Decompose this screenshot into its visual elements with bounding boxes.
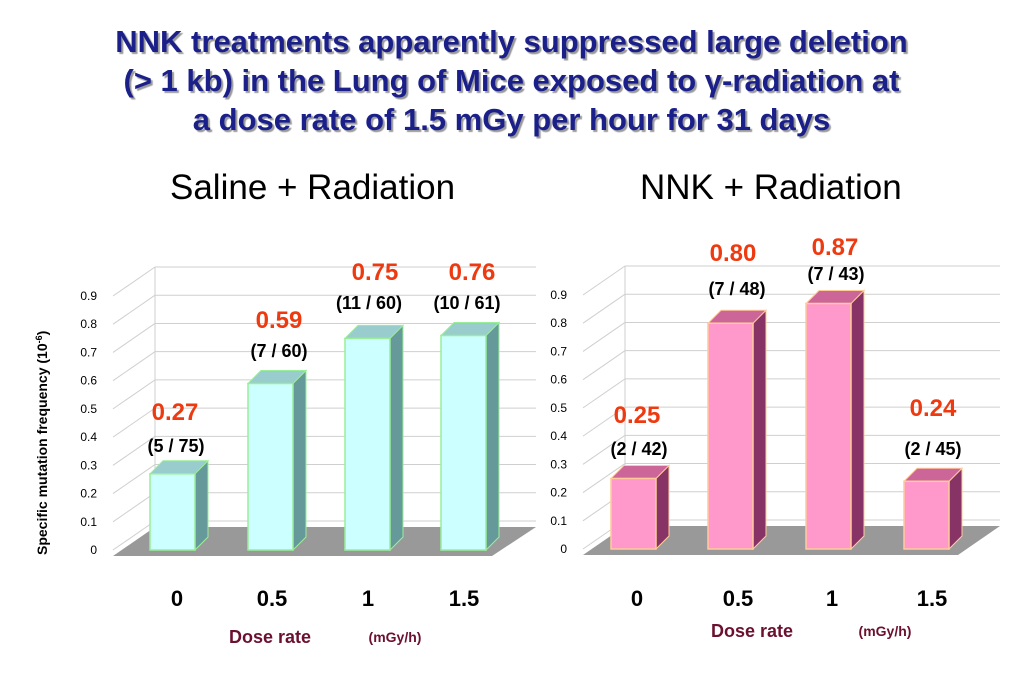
saline-y-tick-label: 0.5 [80,402,97,416]
nnk-bar-side [850,289,865,551]
saline-grid-diag [112,464,156,494]
nnk-y-tick-label: 0 [560,542,567,556]
saline-bar-side [194,459,209,552]
saline-grid-diag [112,323,156,353]
saline-x-tick-label: 0 [171,586,183,611]
saline-grid-diag [112,351,156,382]
nnk-chart-title: NNK + Radiation [640,168,902,207]
saline-chart-title: Saline + Radiation [170,168,456,207]
nnk-y-tick-label: 0.3 [550,457,567,471]
nnk-grid-diag [582,293,626,324]
nnk-floor [583,526,1000,555]
nnk-grid-diag [582,463,626,493]
saline-value-label: 0.59 [256,307,303,334]
saline-value-label: 0.75 [352,259,399,286]
nnk-y-tick-label: 0.9 [550,288,567,302]
nnk-grid-diag [582,406,626,437]
saline-y-tick-label: 0 [90,543,97,557]
nnk-grid-diag [582,434,626,465]
nnk-y-tick-label: 0.8 [550,316,567,330]
nnk-grid-diag [582,350,626,381]
saline-grid-diag [112,492,156,523]
saline-y-tick-label: 0.7 [80,345,97,359]
saline-y-tick-label: 0.3 [80,458,97,472]
nnk-bar-side [655,464,670,551]
saline-count-label: (5 / 75) [147,436,204,456]
saline-x-tick-label: 1.5 [449,586,480,611]
slide-title-line-2: (> 1 kb) in the Lung of Mice exposed to … [123,63,900,98]
saline-value-label: 0.76 [449,259,496,286]
nnk-count-label: (2 / 45) [904,439,961,459]
saline-grid-diag [112,435,156,466]
saline-bar [247,382,294,551]
nnk-y-tick-label: 0.1 [550,514,567,528]
nnk-count-label: (2 / 42) [610,439,667,459]
saline-grid-diag [112,266,156,297]
slide-title-line-1: NNK treatments apparently suppressed lar… [115,24,908,59]
saline-bar [149,473,196,551]
nnk-value-label: 0.80 [710,240,757,267]
slide-title: NNK treatments apparently suppressed lar… [0,22,1023,139]
nnk-x-tick-label: 1 [826,586,838,611]
saline-x-tick-label: 1 [362,586,374,611]
saline-grid-diag [112,520,156,551]
nnk-y-tick-label: 0.7 [550,344,567,358]
saline-y-tick-label: 0.4 [80,430,97,444]
nnk-x-tick-label: 0 [631,586,643,611]
nnk-bar [903,480,950,550]
y-axis-label-text: Specific mutation frequency (10 [34,343,50,555]
nnk-x-axis-label: Dose rate [711,621,793,641]
y-axis-label: Specific mutation frequency (10-6) [34,331,50,555]
saline-y-tick-label: 0.9 [80,289,97,303]
saline-grid-diag [112,407,156,438]
nnk-value-label: 0.87 [812,234,859,261]
nnk-bar [707,322,754,550]
nnk-value-label: 0.25 [614,402,661,429]
saline-bar-side [292,369,307,552]
nnk-bar [610,477,657,550]
saline-bar [440,334,487,551]
nnk-bar [805,302,852,550]
y-axis-label-sup: -6 [34,335,44,343]
saline-y-tick-label: 0.6 [80,374,97,388]
nnk-grid-diag [582,322,626,352]
saline-count-label: (10 / 61) [433,293,500,313]
saline-grid-diag [112,379,156,410]
saline-count-label: (11 / 60) [336,293,402,313]
saline-grid-diag [112,294,156,325]
saline-y-tick-label: 0.1 [80,515,97,529]
saline-value-label: 0.27 [152,399,199,426]
nnk-y-tick-label: 0.4 [550,429,567,443]
nnk-y-tick-label: 0.5 [550,401,567,415]
saline-count-label: (7 / 60) [250,341,307,361]
saline-bar [344,337,391,551]
nnk-count-label: (7 / 43) [807,264,864,284]
slide-title-line-3: a dose rate of 1.5 mGy per hour for 31 d… [192,102,831,137]
nnk-grid-diag [582,378,626,409]
saline-bar-side [389,324,404,552]
nnk-x-tick-label: 1.5 [917,586,948,611]
nnk-bar-side [752,309,767,551]
nnk-count-label: (7 / 48) [708,279,765,299]
saline-x-axis-label: Dose rate [229,627,311,647]
nnk-bar-side [948,467,963,551]
nnk-y-tick-label: 0.6 [550,373,567,387]
nnk-grid-diag [582,265,626,296]
saline-x-tick-label: 0.5 [257,586,288,611]
nnk-value-label: 0.24 [910,395,957,422]
saline-y-tick-label: 0.2 [80,487,97,501]
saline-floor [113,527,536,556]
nnk-x-axis-unit: (mGy/h) [859,623,912,639]
nnk-y-tick-label: 0.2 [550,486,567,500]
saline-x-axis-unit: (mGy/h) [369,629,422,645]
nnk-x-tick-label: 0.5 [723,586,754,611]
saline-bar-side [485,321,500,552]
saline-y-tick-label: 0.8 [80,317,97,331]
y-axis-label-close: ) [34,331,50,336]
